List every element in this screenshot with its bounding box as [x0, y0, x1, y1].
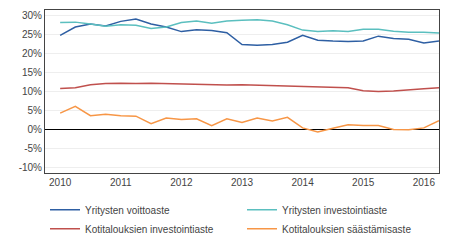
svg-text:2015: 2015: [352, 177, 375, 188]
svg-text:2012: 2012: [170, 177, 193, 188]
svg-text:25%: 25%: [22, 29, 42, 40]
svg-text:2010: 2010: [49, 177, 72, 188]
svg-text:-10%: -10%: [19, 162, 42, 173]
svg-text:15%: 15%: [22, 67, 42, 78]
svg-text:Kotitalouksien säästämisaste: Kotitalouksien säästämisaste: [282, 224, 411, 235]
svg-text:-5%: -5%: [24, 143, 42, 154]
svg-text:Yritysten investointiaste: Yritysten investointiaste: [282, 205, 387, 216]
svg-text:Yritysten voittoaste: Yritysten voittoaste: [85, 205, 170, 216]
svg-text:0%: 0%: [28, 124, 43, 135]
svg-text:Kotitalouksien investointiaste: Kotitalouksien investointiaste: [85, 224, 214, 235]
svg-text:2013: 2013: [231, 177, 254, 188]
svg-text:2016: 2016: [413, 177, 436, 188]
svg-text:30%: 30%: [22, 10, 42, 21]
svg-text:2011: 2011: [110, 177, 132, 188]
svg-text:2014: 2014: [291, 177, 314, 188]
svg-text:5%: 5%: [28, 105, 43, 116]
svg-text:10%: 10%: [22, 86, 42, 97]
svg-text:20%: 20%: [22, 48, 42, 59]
